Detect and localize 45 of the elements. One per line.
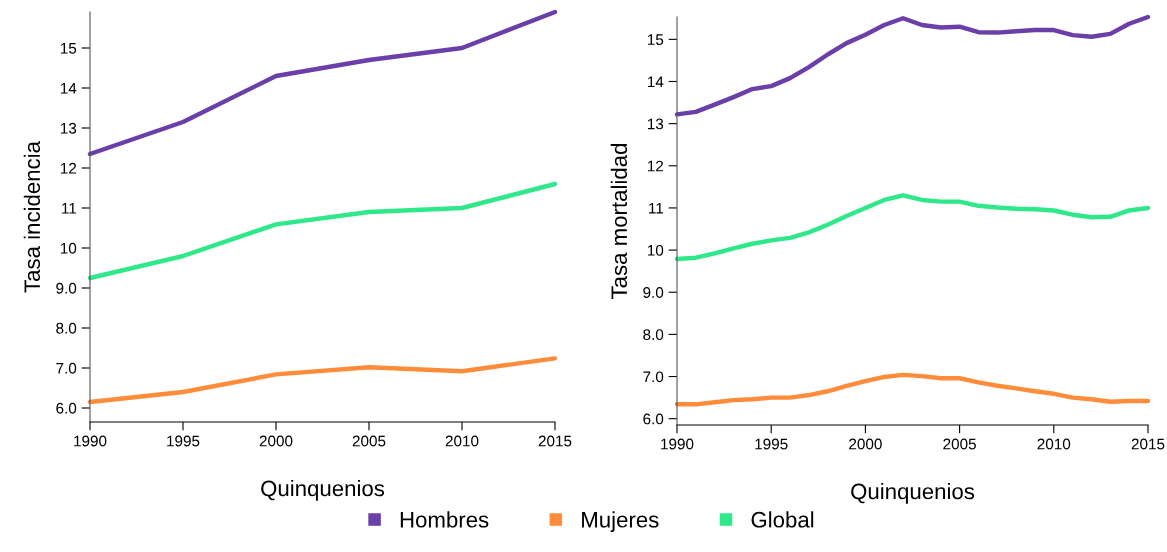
y-tick-label: 12 — [60, 162, 77, 174]
x-tick-label: 2010 — [1037, 438, 1071, 450]
line-series — [674, 193, 1151, 262]
line-series — [87, 9, 558, 157]
y-tick-label: 7.0 — [643, 371, 664, 383]
y-tick-label: 10 — [60, 242, 77, 254]
y-tick-label: 6.0 — [56, 402, 77, 414]
y-tick-label: 11 — [649, 202, 664, 214]
x-tick-label: 2005 — [943, 438, 976, 450]
y-tick-label: 8.0 — [643, 329, 664, 341]
x-tick-label: 1990 — [661, 438, 694, 450]
x-tick-label: 2015 — [538, 435, 572, 447]
y-axis-title: Tasa incidencia — [23, 141, 41, 293]
x-axis-title: Quinquenios — [261, 479, 385, 501]
y-tick-label: 6.0 — [643, 413, 664, 425]
x-tick-label: 2010 — [445, 435, 479, 447]
y-tick-label: 13 — [647, 118, 664, 130]
legend-label: Hombres — [400, 511, 489, 528]
x-tick-label: 2015 — [1131, 438, 1165, 450]
y-tick-label: 9.0 — [643, 287, 664, 298]
y-axis-title: Tasa mortalidad — [610, 144, 628, 299]
y-tick-label: 7.0 — [56, 362, 77, 374]
x-tick-label: 1995 — [755, 438, 788, 450]
x-tick-label: 1990 — [74, 435, 107, 447]
y-tick-label: 15 — [647, 34, 664, 46]
y-tick-label: 9.0 — [56, 282, 77, 294]
y-tick-label: 13 — [60, 122, 77, 134]
y-tick-label: 12 — [647, 160, 664, 172]
x-tick-label: 2005 — [352, 435, 386, 447]
line-series — [87, 356, 558, 405]
y-tick-label: 15 — [60, 43, 77, 54]
line-series — [674, 14, 1151, 117]
y-tick-label: 10 — [647, 244, 664, 256]
legend-label: Mujeres — [582, 511, 659, 532]
legend-label: Global — [751, 511, 814, 528]
y-tick-label: 11 — [62, 203, 77, 214]
y-tick-label: 14 — [647, 76, 664, 88]
y-tick-label: 8.0 — [56, 322, 77, 334]
y-tick-label: 14 — [60, 83, 77, 94]
x-axis-title: Quinquenios — [851, 482, 975, 504]
x-tick-label: 2000 — [849, 438, 882, 450]
line-series — [674, 372, 1151, 407]
x-tick-label: 2000 — [259, 435, 293, 447]
line-series — [87, 181, 558, 281]
x-tick-label: 1995 — [167, 435, 200, 447]
